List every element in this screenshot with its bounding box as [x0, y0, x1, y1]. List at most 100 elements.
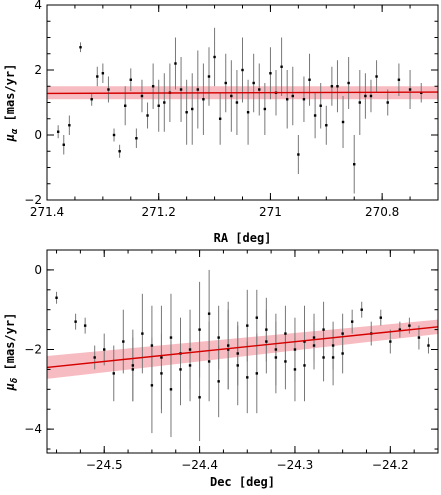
data-point — [96, 75, 99, 78]
data-point — [255, 372, 259, 375]
data-point — [252, 81, 255, 85]
data-point — [169, 336, 173, 339]
data-point — [258, 88, 261, 91]
data-point — [118, 150, 121, 153]
data-point — [302, 98, 306, 101]
x-tick-label: 271 — [259, 205, 282, 219]
data-point — [122, 340, 125, 343]
data-point — [297, 153, 300, 156]
data-point — [246, 324, 249, 327]
data-point — [207, 360, 211, 363]
data-point — [188, 364, 192, 367]
data-point — [150, 384, 154, 387]
panel-ra: 271.4 271.2 271 270.8 −2 0 2 4 RA [deg] μα [mas… — [3, 0, 439, 245]
x-axis-label-ra: RA [deg] — [214, 231, 272, 245]
data-point — [207, 312, 211, 315]
data-point — [369, 94, 373, 98]
data-point — [56, 130, 60, 133]
points-ra — [56, 46, 423, 166]
data-point — [319, 104, 322, 107]
data-point — [341, 332, 344, 335]
data-point — [398, 328, 402, 331]
data-point — [236, 364, 239, 367]
data-point — [150, 344, 154, 347]
data-point — [198, 328, 201, 331]
data-point — [83, 324, 87, 327]
y-axis-label-ra: μα [mas/yr] — [3, 64, 20, 143]
data-point — [112, 133, 116, 137]
data-point — [312, 336, 316, 339]
data-point — [140, 94, 144, 98]
fit-line-dec — [46, 326, 439, 369]
data-point — [322, 356, 325, 359]
data-point — [179, 368, 182, 371]
data-point — [353, 163, 356, 166]
data-point — [303, 364, 306, 367]
data-point — [293, 368, 297, 371]
panel-dec: −24.5 −24.4 −24.3 −24.2 −4 −2 0 Dec [deg] μδ [… — [3, 249, 439, 489]
x-tick-label: −24.3 — [277, 458, 314, 472]
x-tick-label: −24.5 — [86, 458, 123, 472]
y-tick-label: −2 — [24, 193, 42, 207]
data-point — [112, 372, 115, 375]
data-point — [188, 348, 192, 351]
x-tick-label: −24.2 — [372, 458, 409, 472]
data-point — [124, 104, 127, 107]
data-point — [274, 356, 278, 359]
error-bars-ra — [57, 27, 422, 194]
y-axis-label-dec-sub: δ — [10, 377, 20, 383]
data-point — [341, 120, 345, 124]
data-point — [427, 344, 430, 347]
data-point — [330, 85, 334, 88]
data-point — [325, 124, 328, 127]
data-point — [284, 360, 287, 363]
x-axis-label-dec: Dec [deg] — [210, 475, 275, 489]
points-dec — [55, 296, 430, 399]
y-axis-label-dec-unit: [mas/yr] — [3, 313, 17, 378]
data-point — [79, 46, 82, 49]
fit-line-ra — [46, 91, 439, 95]
data-point — [408, 88, 412, 91]
data-point — [107, 88, 110, 91]
data-point — [226, 344, 230, 347]
data-point — [265, 340, 268, 343]
data-point — [141, 332, 144, 335]
data-point — [312, 344, 316, 347]
ticks-dec: −24.5 −24.4 −24.3 −24.2 −4 −2 0 — [24, 249, 439, 472]
data-point — [246, 111, 250, 114]
data-point — [103, 348, 106, 351]
data-point — [336, 85, 339, 88]
y-tick-label: 4 — [34, 0, 42, 12]
data-point — [202, 98, 205, 101]
data-point — [322, 328, 325, 331]
data-point — [389, 340, 392, 343]
data-point — [255, 316, 259, 319]
data-point — [408, 324, 411, 327]
y-tick-label: 0 — [34, 263, 42, 277]
data-point — [280, 65, 283, 68]
data-point — [417, 336, 421, 339]
data-point — [217, 336, 220, 339]
data-point — [230, 94, 233, 98]
data-point — [129, 78, 132, 81]
data-point — [135, 137, 138, 140]
data-point — [313, 114, 317, 117]
data-point — [274, 348, 278, 351]
data-point — [174, 62, 177, 65]
data-point — [68, 124, 71, 127]
data-point — [90, 98, 93, 101]
data-point — [226, 348, 230, 351]
data-point — [224, 81, 227, 85]
data-point — [235, 101, 239, 104]
data-point — [198, 396, 201, 399]
error-bars-dec — [56, 269, 429, 442]
data-point — [101, 72, 105, 75]
data-point — [218, 117, 222, 120]
data-point — [379, 316, 382, 319]
data-point — [269, 72, 272, 75]
data-point — [360, 308, 363, 311]
data-point — [131, 364, 135, 367]
y-axis-label-dec-main: μ — [3, 383, 17, 391]
data-point — [160, 372, 163, 375]
